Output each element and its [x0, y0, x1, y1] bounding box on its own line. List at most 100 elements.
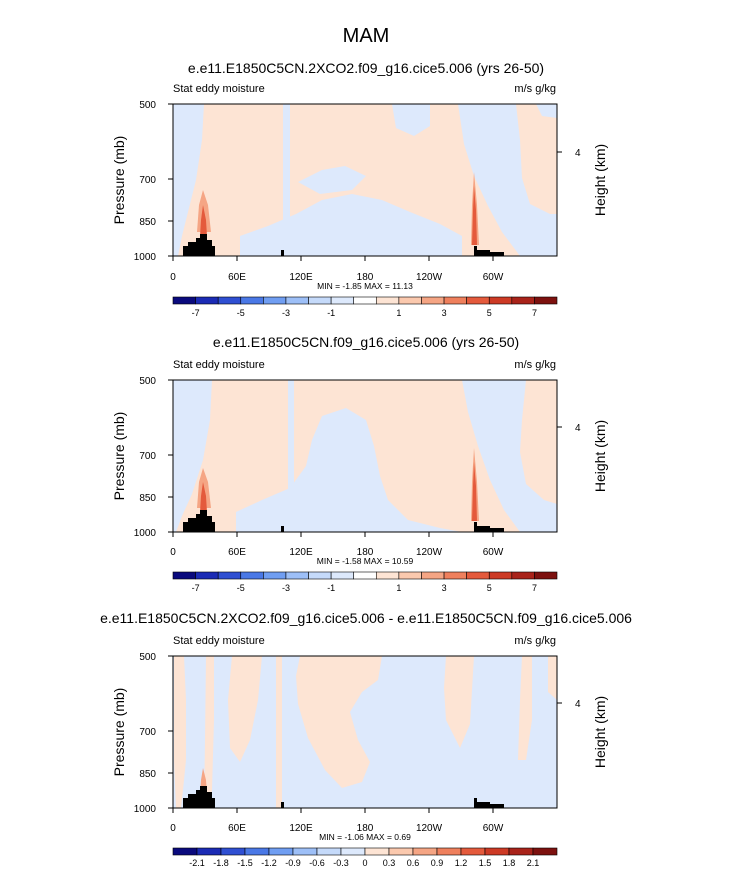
y-tick-label: 1000 — [134, 528, 157, 539]
colorbar-label: 5 — [487, 583, 492, 593]
right-tick-label: 4 — [575, 148, 581, 159]
colorbar-box — [330, 296, 355, 305]
negative-region — [462, 380, 557, 532]
colorbar-box — [466, 296, 490, 305]
colorbar-box — [196, 847, 222, 856]
y-tick-label: 500 — [139, 100, 156, 111]
colorbar-box — [511, 296, 535, 305]
negative-region — [283, 104, 290, 256]
right-label: m/s g/kg — [514, 635, 556, 647]
colorbar-label: 0.9 — [431, 858, 444, 868]
positive-region — [276, 656, 282, 808]
colorbar-box — [263, 296, 287, 305]
x-tick-label: 180 — [357, 547, 374, 558]
colorbar-label: 7 — [532, 308, 537, 318]
panel-title: e.e11.E1850C5CN.f09_g16.cice5.006 (yrs 2… — [213, 334, 519, 350]
colorbar-label: -5 — [237, 308, 245, 318]
negative-region — [173, 380, 212, 532]
x-tick-label: 180 — [357, 272, 374, 283]
left-label: Stat eddy moisture — [173, 83, 265, 95]
right-axis-label: Height (km) — [592, 696, 608, 768]
colorbar-label: -1 — [327, 583, 335, 593]
colorbar-box — [460, 847, 486, 856]
colorbar-box — [443, 296, 467, 305]
colorbar-label: -7 — [192, 308, 200, 318]
colorbar-box — [172, 296, 196, 305]
positive-region — [228, 656, 262, 762]
right-label: m/s g/kg — [514, 83, 556, 95]
left-label: Stat eddy moisture — [173, 635, 265, 647]
colorbar — [172, 847, 558, 856]
colorbar-label: -1.8 — [213, 858, 229, 868]
colorbar-box — [375, 296, 400, 305]
colorbar-box — [534, 296, 558, 305]
negative-region — [536, 104, 557, 118]
stats-label: MIN = -1.58 MAX = 10.59 — [317, 556, 414, 566]
colorbar-label: 0.3 — [383, 858, 396, 868]
topography — [183, 510, 215, 532]
positive-plume-core — [200, 482, 207, 512]
left-label: Stat eddy moisture — [173, 359, 265, 371]
colorbar-label: -3 — [282, 308, 290, 318]
colorbar-label: 5 — [487, 308, 492, 318]
y-tick-label: 1000 — [134, 252, 157, 263]
negative-region — [288, 380, 294, 532]
positive-region — [518, 656, 532, 760]
colorbar-label: 1.5 — [479, 858, 492, 868]
colorbar-box — [220, 847, 246, 856]
y-tick-label: 500 — [139, 652, 156, 663]
colorbar-label: -0.3 — [333, 858, 349, 868]
colorbar-label: 2.1 — [527, 858, 540, 868]
plot-field — [173, 104, 557, 256]
colorbar-box — [436, 847, 462, 856]
y-tick-label: 850 — [139, 769, 156, 780]
topography — [281, 802, 284, 808]
colorbar-label: 1.2 — [455, 858, 468, 868]
ticks — [168, 655, 562, 813]
colorbar-label: -1.5 — [237, 858, 253, 868]
colorbar-box — [364, 847, 390, 856]
positive-region — [444, 656, 474, 748]
ticks — [168, 379, 562, 537]
x-tick-label: 120E — [289, 272, 313, 283]
colorbar-box — [330, 571, 355, 580]
x-tick-label: 60E — [228, 823, 246, 834]
colorbar-label: -5 — [237, 583, 245, 593]
x-tick-label: 60E — [228, 272, 246, 283]
x-tick-label: 120E — [289, 823, 313, 834]
panel-3: e.e11.E1850C5CN.2XCO2.f09_g16.cice5.006 … — [100, 610, 632, 868]
colorbar-box — [285, 296, 309, 305]
colorbar-box — [532, 847, 558, 856]
right-axis-label: Height (km) — [592, 144, 608, 216]
y-axis-label: Pressure (mb) — [111, 136, 127, 225]
colorbar-box — [195, 296, 219, 305]
y-tick-label: 850 — [139, 217, 156, 228]
colorbar-label: 7 — [532, 583, 537, 593]
positive-plume-core — [200, 205, 207, 236]
colorbar-box — [292, 847, 318, 856]
colorbar — [172, 296, 558, 305]
negative-region — [392, 104, 430, 136]
colorbar-label: -0.9 — [285, 858, 301, 868]
figure-title: MAM — [343, 25, 390, 47]
x-tick-label: 120W — [416, 823, 443, 834]
colorbar-label: 0.6 — [407, 858, 420, 868]
colorbar-box — [511, 571, 535, 580]
colorbar-label: -1.2 — [261, 858, 277, 868]
colorbar-label: -0.6 — [309, 858, 325, 868]
panel-title: e.e11.E1850C5CN.2XCO2.f09_g16.cice5.006 … — [188, 60, 544, 76]
right-tick-label: 4 — [575, 699, 581, 710]
topography — [281, 250, 284, 256]
stats-label: MIN = -1.06 MAX = 0.69 — [319, 832, 411, 842]
y-tick-label: 700 — [139, 175, 156, 186]
colorbar-box — [308, 296, 332, 305]
topography — [183, 234, 215, 256]
x-tick-label: 0 — [170, 272, 176, 283]
stats-label: MIN = -1.85 MAX = 11.13 — [317, 281, 413, 291]
colorbar-label: 1.8 — [503, 858, 516, 868]
topography — [183, 786, 215, 808]
topography — [474, 522, 504, 532]
colorbar-box — [308, 571, 332, 580]
colorbar-labels: -2.1 -1.8 -1.5 -1.2 -0.9 -0.6 -0.3 0 0.3… — [189, 858, 539, 868]
colorbar-box — [316, 847, 342, 856]
